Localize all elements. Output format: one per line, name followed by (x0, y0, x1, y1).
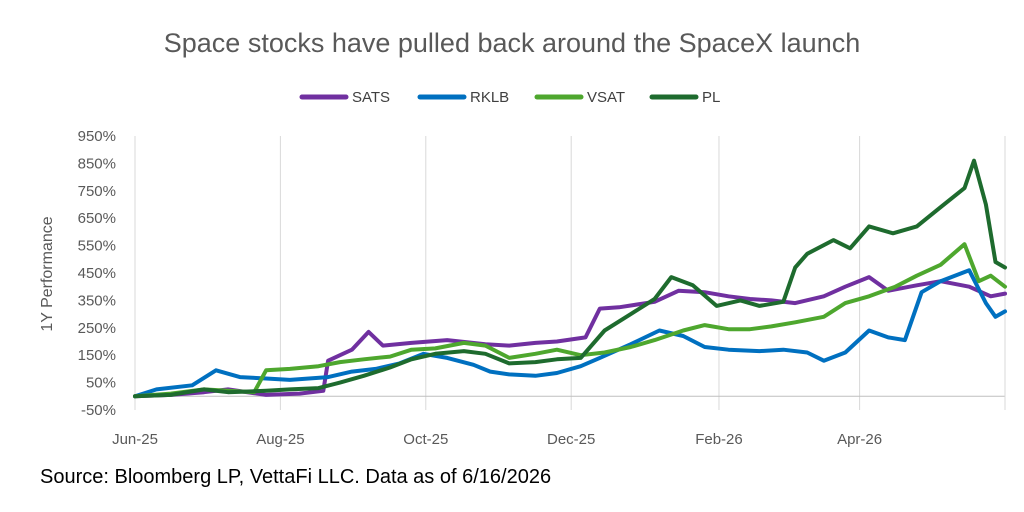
y-tick-label: 350% (78, 292, 116, 309)
x-tick-label: Dec-25 (547, 431, 595, 448)
x-tick-label: Oct-25 (403, 431, 448, 448)
y-tick-label: 750% (78, 183, 116, 200)
y-tick-label: 650% (78, 210, 116, 227)
x-tick-label: Jun-25 (112, 431, 158, 448)
legend-label-sats: SATS (352, 89, 390, 106)
legend-label-vsat: VSAT (587, 89, 625, 106)
legend-label-pl: PL (702, 89, 720, 106)
legend: SATS RKLB VSAT PL (299, 89, 720, 106)
source-note: Source: Bloomberg LP, VettaFi LLC. Data … (40, 466, 552, 488)
y-tick-label: 50% (86, 375, 116, 392)
y-tick-label: 850% (78, 155, 116, 172)
y-tick-label: 950% (78, 128, 116, 145)
series-line-rklb (133, 268, 1007, 399)
y-axis-title: 1Y Performance (39, 216, 56, 331)
x-axis: Jun-25 Aug-25 Oct-25 Dec-25 Feb-26 Apr-26 (112, 431, 882, 448)
y-tick-label: -50% (81, 402, 116, 419)
x-tick-label: Apr-26 (837, 431, 882, 448)
y-tick-label: 550% (78, 238, 116, 255)
y-tick-label: 150% (78, 347, 116, 364)
y-axis: 950% 850% 750% 650% 550% 450% 350% 250% 150% 50% -… (78, 128, 116, 419)
x-tick-label: Feb-26 (695, 431, 743, 448)
plot-area (133, 158, 1007, 399)
y-tick-label: 450% (78, 265, 116, 282)
y-tick-label: 250% (78, 320, 116, 337)
legend-label-rklb: RKLB (470, 89, 509, 106)
chart-title: Space stocks have pulled back around the… (164, 28, 860, 58)
series-line-vsat (133, 242, 1007, 399)
x-tick-label: Aug-25 (256, 431, 304, 448)
series-line-sats (133, 275, 1007, 399)
series-line-pl (133, 158, 1007, 399)
